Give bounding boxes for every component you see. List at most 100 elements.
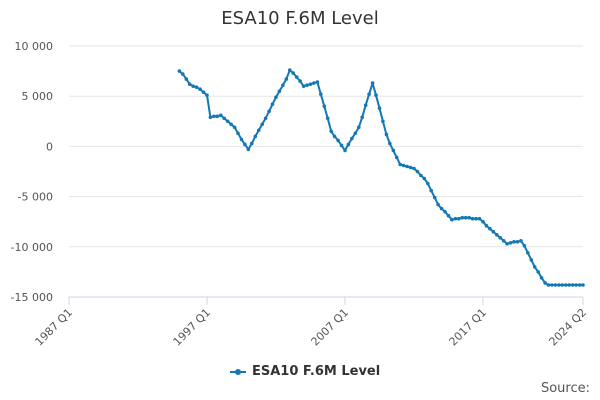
data-point[interactable] xyxy=(246,147,251,152)
data-point[interactable] xyxy=(325,116,330,121)
data-point[interactable] xyxy=(205,93,209,97)
data-point[interactable] xyxy=(274,95,278,99)
data-point[interactable] xyxy=(515,240,520,244)
data-point[interactable] xyxy=(539,276,544,280)
data-point[interactable] xyxy=(484,223,489,228)
data-point[interactable] xyxy=(319,92,323,96)
data-point[interactable] xyxy=(305,83,309,87)
legend[interactable]: ESA10 F.6M Level xyxy=(230,364,380,379)
data-point[interactable] xyxy=(288,68,292,72)
data-point[interactable] xyxy=(488,226,492,231)
data-point[interactable] xyxy=(426,181,430,186)
data-point[interactable] xyxy=(415,169,420,174)
data-point[interactable] xyxy=(391,148,396,153)
data-point[interactable] xyxy=(429,188,434,193)
data-point[interactable] xyxy=(453,216,458,221)
data-point[interactable] xyxy=(298,79,302,83)
data-point[interactable] xyxy=(198,87,202,91)
data-point[interactable] xyxy=(212,114,216,119)
data-point[interactable] xyxy=(536,270,540,274)
data-point[interactable] xyxy=(474,216,478,221)
data-point[interactable] xyxy=(370,81,375,85)
data-point[interactable] xyxy=(367,92,371,96)
data-point[interactable] xyxy=(284,77,289,81)
data-point[interactable] xyxy=(574,283,578,287)
data-point[interactable] xyxy=(322,104,327,108)
data-point[interactable] xyxy=(312,81,316,85)
data-point[interactable] xyxy=(567,283,571,287)
data-point[interactable] xyxy=(191,84,195,88)
data-point[interactable] xyxy=(532,265,537,269)
data-point[interactable] xyxy=(550,283,554,287)
data-point[interactable] xyxy=(412,166,416,171)
data-point[interactable] xyxy=(329,129,334,134)
data-point[interactable] xyxy=(336,138,340,143)
data-point[interactable] xyxy=(294,75,299,79)
data-point[interactable] xyxy=(187,82,192,86)
data-point[interactable] xyxy=(308,82,313,86)
data-point[interactable] xyxy=(439,206,444,211)
data-point[interactable] xyxy=(339,143,344,148)
data-point[interactable] xyxy=(553,283,558,287)
data-point[interactable] xyxy=(215,114,220,119)
data-point[interactable] xyxy=(577,283,582,287)
data-point[interactable] xyxy=(405,164,409,169)
data-point[interactable] xyxy=(236,131,240,136)
data-point[interactable] xyxy=(384,132,389,137)
data-point[interactable] xyxy=(481,219,485,224)
data-point[interactable] xyxy=(519,239,523,243)
data-point[interactable] xyxy=(219,113,223,118)
data-point[interactable] xyxy=(501,239,506,243)
data-point[interactable] xyxy=(564,283,568,287)
data-point[interactable] xyxy=(222,116,226,121)
data-point[interactable] xyxy=(281,83,285,87)
data-point[interactable] xyxy=(508,241,513,245)
data-point[interactable] xyxy=(194,85,199,89)
data-point[interactable] xyxy=(250,141,254,146)
data-point[interactable] xyxy=(408,165,413,170)
data-point[interactable] xyxy=(470,216,475,221)
data-point[interactable] xyxy=(243,142,247,147)
data-point[interactable] xyxy=(443,209,447,214)
data-point[interactable] xyxy=(381,119,385,124)
data-point[interactable] xyxy=(491,229,496,234)
data-point[interactable] xyxy=(436,202,440,207)
data-point[interactable] xyxy=(256,128,261,133)
data-point[interactable] xyxy=(419,173,423,178)
data-point[interactable] xyxy=(270,102,275,106)
data-point[interactable] xyxy=(450,217,454,222)
data-point[interactable] xyxy=(388,141,392,146)
data-point[interactable] xyxy=(374,93,378,97)
data-point[interactable] xyxy=(394,155,399,160)
data-point[interactable] xyxy=(239,137,244,142)
data-point[interactable] xyxy=(557,283,561,287)
data-point[interactable] xyxy=(343,148,347,153)
data-point[interactable] xyxy=(208,115,213,120)
data-point[interactable] xyxy=(512,240,516,244)
data-point[interactable] xyxy=(495,233,499,237)
data-point[interactable] xyxy=(505,242,509,246)
data-point[interactable] xyxy=(546,283,551,287)
data-point[interactable] xyxy=(225,119,230,124)
data-point[interactable] xyxy=(526,251,530,255)
data-point[interactable] xyxy=(467,215,472,220)
data-point[interactable] xyxy=(291,71,296,75)
data-point[interactable] xyxy=(315,80,320,84)
data-point[interactable] xyxy=(422,176,427,181)
data-point[interactable] xyxy=(529,258,534,262)
data-point[interactable] xyxy=(232,125,237,130)
data-point[interactable] xyxy=(353,131,358,136)
data-point[interactable] xyxy=(346,142,351,147)
data-point[interactable] xyxy=(229,122,233,127)
data-point[interactable] xyxy=(267,109,271,114)
data-point[interactable] xyxy=(184,77,189,81)
data-point[interactable] xyxy=(463,215,468,220)
data-point[interactable] xyxy=(401,163,406,168)
data-point[interactable] xyxy=(181,72,185,76)
data-point[interactable] xyxy=(363,103,368,107)
data-point[interactable] xyxy=(457,216,461,221)
data-point[interactable] xyxy=(522,244,527,248)
data-point[interactable] xyxy=(581,283,585,287)
data-point[interactable] xyxy=(498,236,503,240)
data-point[interactable] xyxy=(177,69,182,73)
